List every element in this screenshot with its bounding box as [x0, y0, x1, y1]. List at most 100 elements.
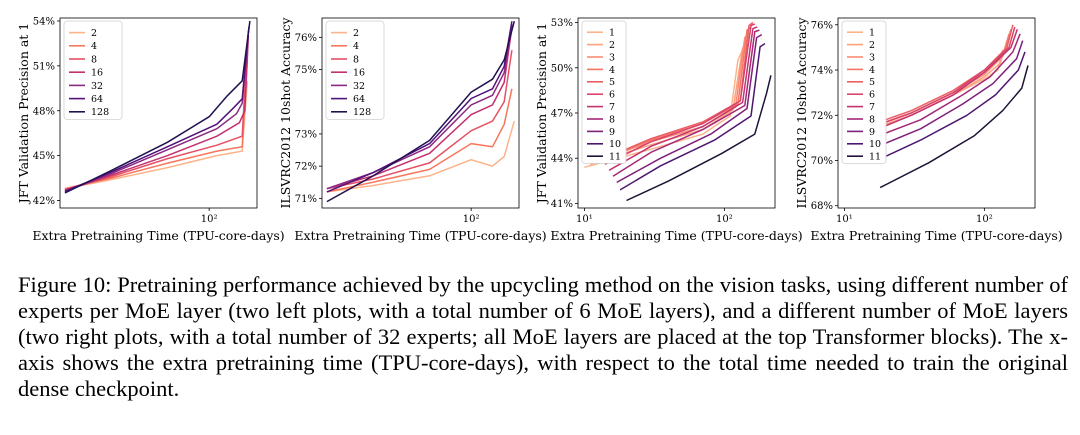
chart-3-series-line-7 [608, 26, 758, 171]
chart-4-xtick-label: 10² [976, 214, 993, 225]
chart-3-legend-label-9: 9 [609, 127, 615, 138]
chart-4-series-line-3 [872, 33, 1010, 128]
chart-2-ytick-label: 72% [295, 162, 317, 173]
chart-3-ytick-label: 41% [551, 199, 573, 210]
chart-3-xlabel: Extra Pretraining Time (TPU-core-days) [550, 228, 802, 243]
chart-4-legend-label-9: 9 [869, 127, 875, 138]
chart-2-series-line-2 [326, 120, 516, 193]
chart-4-ytick-label: 68% [811, 201, 833, 212]
chart-1-legend-label-16: 16 [91, 68, 103, 79]
chart-4-series-line-7 [872, 29, 1019, 132]
chart-1-legend-label-32: 32 [91, 81, 103, 92]
chart-4-xtick-label: 10¹ [836, 214, 853, 225]
chart-3-ytick-label: 53% [551, 18, 573, 29]
chart-3-legend-label-1: 1 [609, 28, 615, 39]
chart-1-xtick-label: 10² [201, 214, 218, 225]
chart-1-xlabel: Extra Pretraining Time (TPU-core-days) [32, 228, 284, 243]
chart-1-ytick-label: 54% [33, 16, 55, 27]
chart-4-legend-label-1: 1 [869, 28, 875, 39]
chart-2-ylabel: ILSVRC2012 10shot Accuracy [278, 17, 293, 209]
chart-4-ylabel: ILSVRC2012 10shot Accuracy [794, 17, 809, 209]
chart-1-ylabel: JFT Validation Precision at 1 [16, 23, 31, 206]
chart-4-legend-label-2: 2 [869, 40, 875, 51]
chart-1-ytick-label: 51% [33, 61, 55, 72]
chart-2-legend-label-8: 8 [353, 54, 359, 65]
chart-3-series-line-10 [619, 42, 766, 191]
chart-3-series-line-6 [604, 23, 756, 165]
chart-1-series-line-8 [64, 43, 249, 191]
chart-3-legend-label-6: 6 [609, 90, 615, 101]
chart-2-axes-frame [321, 17, 520, 209]
chart-2-ytick-label: 75% [295, 65, 317, 76]
chart-4-series-line-8 [872, 33, 1021, 139]
chart-4-legend-label-8: 8 [869, 114, 875, 125]
chart-3-series-line-11 [626, 75, 772, 202]
chart-2-legend-label-2: 2 [353, 28, 359, 39]
chart-1-legend-label-8: 8 [91, 54, 97, 65]
chart-4-xlabel: Extra Pretraining Time (TPU-core-days) [810, 228, 1062, 243]
chart-4-series-line-6 [872, 26, 1016, 128]
figure-charts: 42% 45% 48% 51% 54% 10² JFT Validation Precisi… [16, 16, 1063, 243]
chart-2-legend-label-32: 32 [353, 81, 365, 92]
chart-2-ytick-label: 73% [295, 129, 317, 140]
chart-2-legend-label-16: 16 [353, 68, 365, 79]
chart-4-ytick-label: 76% [811, 20, 833, 31]
chart-2-series-line-4 [326, 88, 513, 193]
chart-4-series-line-5 [872, 24, 1014, 126]
chart-3-legend-label-2: 2 [609, 40, 615, 51]
chart-4-ytick-label: 70% [811, 156, 833, 167]
chart-4-series-line-10 [876, 51, 1026, 162]
chart-4-legend-label-3: 3 [869, 52, 875, 63]
chart-2-legend-label-4: 4 [353, 41, 359, 52]
chart-3-legend-label-10: 10 [609, 139, 621, 150]
chart-2-xlabel: Extra Pretraining Time (TPU-core-days) [294, 228, 546, 243]
chart-3-series-line-5 [604, 21, 754, 159]
chart-3-legend-label-7: 7 [609, 102, 615, 113]
chart-2-legend-label-64: 64 [353, 94, 365, 105]
chart-1-legend-label-64: 64 [91, 94, 103, 105]
chart-1-ytick-label: 42% [33, 196, 55, 207]
chart-4-legend-label-7: 7 [869, 102, 875, 113]
chart-3-series-line-8 [612, 29, 760, 177]
chart-4-legend-label-6: 6 [869, 90, 875, 101]
chart-1-ytick-label: 48% [33, 106, 55, 117]
chart-3-ytick-label: 50% [551, 63, 573, 74]
chart-3-legend-label-8: 8 [609, 114, 615, 125]
chart-3-ytick-label: 47% [551, 109, 573, 120]
chart-4-series-line-9 [876, 40, 1024, 148]
chart-4-ytick-label: 74% [811, 66, 833, 77]
chart-2-ytick-label: 76% [295, 33, 317, 44]
chart-4-series-line-2 [872, 40, 1008, 130]
chart-2-legend-label-128: 128 [353, 107, 371, 118]
chart-2-series-line-64 [326, 21, 513, 193]
chart-4-legend-label-5: 5 [869, 77, 875, 88]
chart-3-xtick-label: 10² [716, 214, 733, 225]
chart-4-ytick-label: 72% [811, 111, 833, 122]
chart-1-ytick-label: 45% [33, 151, 55, 162]
chart-3-series-line-9 [616, 33, 763, 184]
chart-3-xtick-label: 10¹ [576, 214, 593, 225]
chart-4-legend-label-4: 4 [869, 65, 875, 76]
chart-1-series-line-64 [64, 26, 250, 193]
chart-2-ytick-label: 71% [295, 194, 317, 205]
chart-4-axes-frame [837, 17, 1036, 209]
chart-1-legend-label-128: 128 [91, 107, 109, 118]
chart-3-legend-label-4: 4 [609, 65, 615, 76]
chart-2-xtick-label: 10² [463, 214, 480, 225]
chart-1-legend-label-2: 2 [91, 28, 97, 39]
chart-3-ylabel: JFT Validation Precision at 1 [534, 23, 549, 206]
chart-4-legend-label-11: 11 [869, 152, 881, 163]
chart-1-series-line-16 [64, 35, 250, 191]
figure-caption: Figure 10: Pretraining performance achie… [18, 272, 1068, 401]
chart-3-ytick-label: 44% [551, 154, 573, 165]
chart-4-series-line-11 [879, 65, 1029, 189]
chart-3-legend-label-11: 11 [609, 152, 621, 163]
chart-4-series-line-4 [872, 29, 1012, 128]
chart-2-series-line-8 [326, 50, 513, 190]
chart-1-legend-label-4: 4 [91, 41, 97, 52]
chart-3-legend-label-5: 5 [609, 77, 615, 88]
chart-1-series-line-128 [64, 20, 251, 194]
chart-1-series-line-32 [64, 31, 250, 193]
chart-1-axes-frame [59, 17, 258, 209]
chart-2-series-line-128 [326, 21, 516, 203]
